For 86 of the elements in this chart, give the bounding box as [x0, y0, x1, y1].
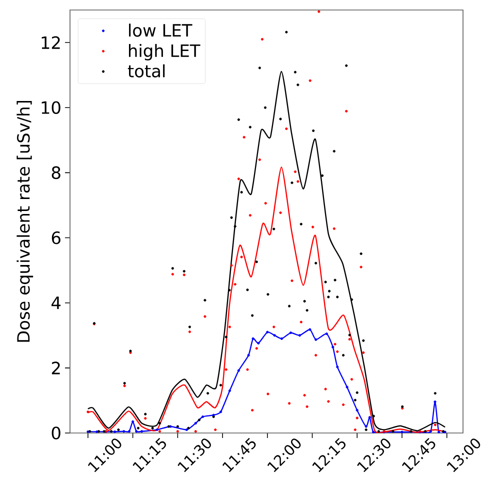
point [336, 350, 339, 353]
point [123, 384, 126, 388]
point [248, 214, 252, 217]
point [429, 430, 432, 433]
point [298, 334, 301, 337]
point [308, 79, 312, 82]
point [114, 430, 116, 433]
point [228, 326, 232, 328]
point [354, 428, 356, 432]
point [342, 403, 345, 406]
point [214, 428, 217, 432]
point [194, 430, 197, 433]
point [188, 330, 191, 334]
point [247, 354, 250, 357]
point [296, 180, 300, 183]
y-axis-title: Dose equivalent rate [uSv/h] [16, 101, 34, 342]
point [128, 430, 131, 433]
point [255, 347, 258, 350]
legend-label: high LET [128, 44, 200, 60]
y-tick-label: 12 [42, 36, 60, 49]
point [356, 408, 358, 412]
point [312, 226, 314, 228]
point [318, 10, 320, 13]
point [260, 38, 264, 41]
y-tick-label: 8 [52, 166, 60, 180]
y-tick-label: 10 [42, 101, 60, 114]
point [288, 402, 291, 405]
point [182, 274, 186, 276]
point [86, 410, 90, 414]
point [437, 430, 440, 434]
point [300, 320, 302, 324]
point [224, 368, 228, 371]
point [219, 410, 222, 414]
point [294, 170, 297, 174]
point [360, 266, 362, 268]
point [132, 420, 134, 423]
point [348, 338, 351, 341]
point [279, 211, 282, 214]
y-tick-label: 4 [52, 296, 61, 310]
point [434, 424, 436, 426]
point [327, 400, 330, 403]
point [230, 264, 233, 267]
point [434, 400, 436, 404]
point [285, 127, 288, 130]
point [272, 326, 276, 328]
legend-label: low LET [129, 24, 192, 37]
point [246, 368, 249, 371]
point [171, 272, 174, 276]
y-tick-label: 2 [52, 362, 60, 374]
point [176, 430, 179, 433]
point [303, 394, 306, 397]
point [356, 416, 358, 420]
point [332, 227, 336, 230]
point [345, 110, 348, 112]
point [237, 369, 240, 372]
point [158, 430, 162, 433]
legend-label: total [128, 64, 165, 78]
point [266, 392, 270, 396]
point [266, 330, 269, 334]
point [194, 422, 197, 425]
point [156, 428, 158, 432]
y-tick-label: 0 [52, 426, 60, 440]
point [201, 415, 204, 418]
point [290, 279, 294, 282]
point [289, 331, 292, 334]
point [368, 416, 371, 419]
y-tick-label: 6 [52, 231, 60, 244]
point [334, 342, 336, 346]
point [324, 388, 327, 390]
point [234, 283, 236, 286]
point [308, 328, 312, 331]
point [264, 202, 267, 205]
point [314, 354, 318, 357]
point [258, 158, 261, 161]
point [237, 178, 240, 180]
point [240, 256, 243, 258]
point [306, 405, 308, 408]
point [350, 378, 354, 381]
point [144, 417, 147, 420]
point [242, 136, 246, 139]
point [325, 332, 328, 336]
point [204, 315, 206, 318]
point [251, 408, 254, 412]
point [362, 351, 365, 354]
point [372, 430, 375, 434]
point [228, 389, 232, 392]
